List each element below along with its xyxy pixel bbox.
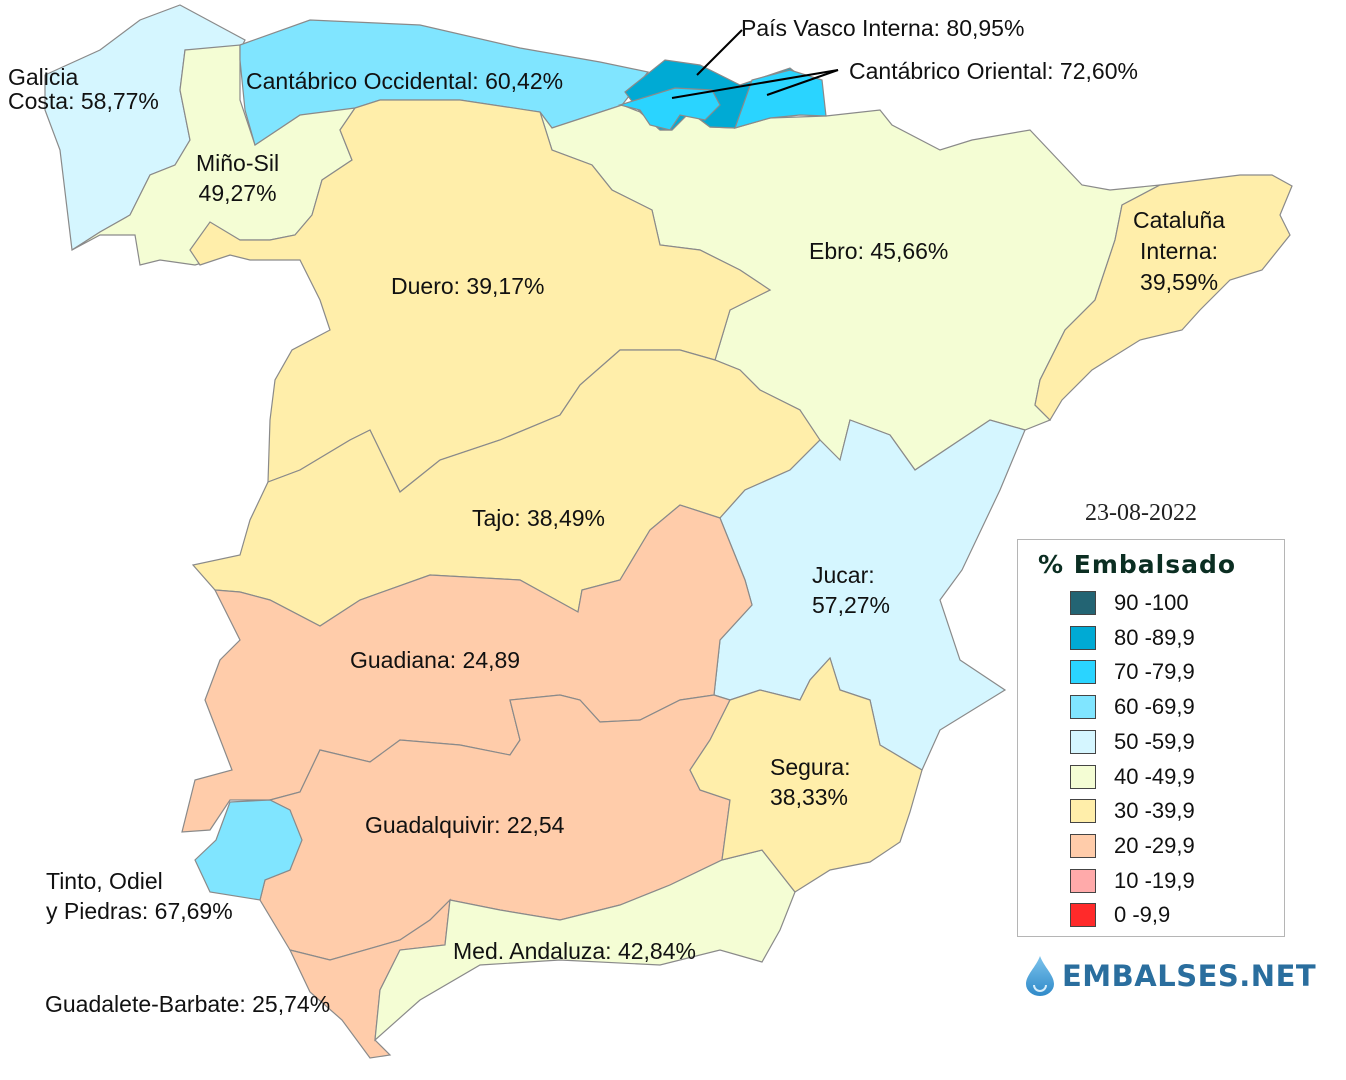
legend-item: 90 -100 — [1070, 588, 1189, 618]
legend-item: 0 -9,9 — [1070, 900, 1170, 930]
label-duero: Duero: 39,17% — [391, 273, 545, 299]
leader-line — [671, 69, 839, 99]
label-cantor: Cantábrico Oriental: 72,60% — [849, 58, 1138, 84]
legend-swatch — [1070, 695, 1096, 720]
label-jucar: Jucar: 57,27% — [812, 562, 891, 618]
legend-swatch — [1070, 660, 1096, 685]
embalses-logo: EMBALSES.NET — [1024, 955, 1316, 997]
logo-text: EMBALSES.NET — [1062, 959, 1317, 993]
legend-swatch — [1070, 729, 1096, 754]
legend-label: 60 -69,9 — [1114, 694, 1195, 720]
label-medand: Med. Andaluza: 42,84% — [453, 938, 696, 964]
legend-label: 70 -79,9 — [1114, 659, 1195, 685]
label-pvasco: País Vasco Interna: 80,95% — [741, 15, 1025, 41]
label-tinto: Tinto, Odiel y Piedras: 67,69% — [46, 868, 233, 924]
leader-line — [766, 69, 839, 96]
region-duero — [189, 99, 772, 493]
legend-label: 20 -29,9 — [1114, 832, 1195, 858]
legend-label: 30 -39,9 — [1114, 798, 1195, 824]
legend-swatch — [1070, 799, 1096, 824]
legend-label: 90 -100 — [1114, 590, 1189, 615]
legend-label: 80 -89,9 — [1114, 624, 1195, 650]
region-cataluna — [1034, 174, 1293, 421]
label-segura: Segura: 38,33% — [770, 754, 851, 810]
legend-swatch — [1070, 625, 1096, 650]
leader-line — [696, 29, 743, 76]
legend-item: 20 -29,9 — [1070, 831, 1195, 861]
label-guadalquivir: Guadalquivir: 22,54 — [365, 812, 565, 838]
legend-item: 50 -59,9 — [1070, 727, 1195, 757]
legend: % Embalsado 90 -100 80 -89,9 70 -79,9 60 -6… — [1017, 539, 1285, 937]
label-ebro: Ebro: 45,66% — [809, 238, 949, 264]
legend-label: 50 -59,9 — [1114, 728, 1195, 754]
label-mino: Miño-Sil 49,27% — [196, 150, 280, 206]
label-guadiana: Guadiana: 24,89 — [350, 647, 521, 673]
legend-swatch — [1070, 764, 1096, 789]
label-cataluna: Cataluña Interna: 39,59% — [1133, 207, 1226, 295]
legend-label: 0 -9,9 — [1114, 902, 1171, 928]
legend-label: 40 -49,9 — [1114, 763, 1195, 789]
legend-swatch — [1070, 903, 1096, 928]
legend-swatch — [1070, 591, 1096, 615]
legend-swatch — [1070, 868, 1096, 893]
legend-title: % Embalsado — [1038, 550, 1237, 579]
legend-swatch — [1070, 833, 1096, 858]
region-cantor — [617, 87, 721, 131]
region-segura — [689, 656, 923, 893]
legend-label: 10 -19,9 — [1114, 867, 1195, 893]
legend-item: 10 -19,9 — [1070, 866, 1195, 896]
label-tajo: Tajo: 38,49% — [472, 505, 605, 531]
label-cantocc: Cantábrico Occidental: 60,42% — [246, 68, 564, 94]
label-galicia: Galicia Costa: 58,77% — [8, 64, 159, 114]
water-drop-icon — [1026, 956, 1054, 996]
map-date: 23-08-2022 — [1085, 500, 1197, 526]
legend-item: 40 -49,9 — [1070, 762, 1195, 792]
legend-item: 60 -69,9 — [1070, 692, 1195, 722]
legend-item: 70 -79,9 — [1070, 657, 1195, 687]
legend-item: 80 -89,9 — [1070, 623, 1195, 653]
label-guadalete: Guadalete-Barbate: 25,74% — [45, 991, 331, 1017]
legend-item: 30 -39,9 — [1070, 796, 1195, 826]
region-tinto — [194, 799, 303, 901]
